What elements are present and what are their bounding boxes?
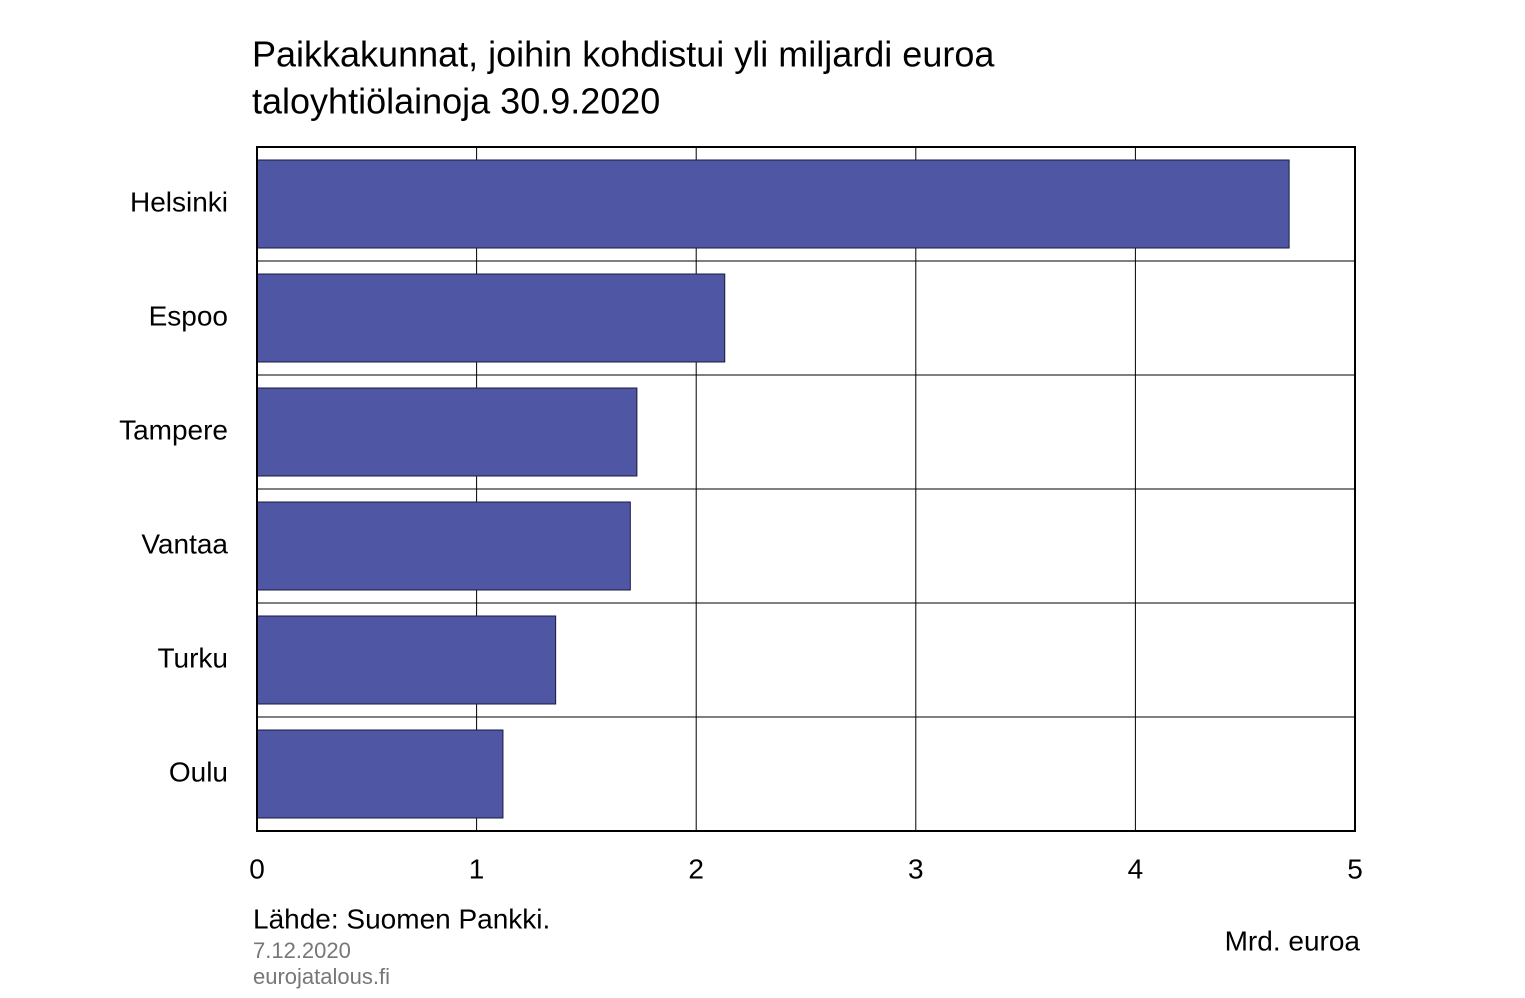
x-tick-label: 2 bbox=[688, 853, 704, 884]
plot-frame bbox=[256, 146, 1356, 832]
y-tick-label: Tampere bbox=[119, 414, 228, 445]
date: 7.12.2020 bbox=[253, 938, 351, 963]
bar bbox=[256, 387, 638, 477]
bar bbox=[256, 729, 504, 819]
x-tick-label: 1 bbox=[469, 853, 485, 884]
x-axis-label: Mrd. euroa bbox=[1225, 925, 1361, 956]
y-tick-label: Vantaa bbox=[141, 528, 228, 559]
bar bbox=[256, 159, 1290, 249]
bar bbox=[256, 273, 726, 363]
bar bbox=[256, 501, 631, 591]
site: eurojatalous.fi bbox=[253, 964, 390, 989]
chart-title: taloyhtiölainoja 30.9.2020 bbox=[252, 81, 660, 122]
source: Lähde: Suomen Pankki. bbox=[253, 903, 550, 934]
y-tick-label: Helsinki bbox=[130, 186, 228, 217]
x-tick-label: 5 bbox=[1347, 853, 1363, 884]
x-tick-label: 0 bbox=[249, 853, 265, 884]
x-tick-label: 4 bbox=[1128, 853, 1144, 884]
bar bbox=[256, 615, 557, 705]
y-tick-label: Espoo bbox=[149, 300, 228, 331]
chart-title: Paikkakunnat, joihin kohdistui yli milja… bbox=[252, 34, 995, 75]
x-tick-label: 3 bbox=[908, 853, 924, 884]
y-tick-label: Turku bbox=[157, 642, 228, 673]
y-tick-label: Oulu bbox=[169, 756, 228, 787]
